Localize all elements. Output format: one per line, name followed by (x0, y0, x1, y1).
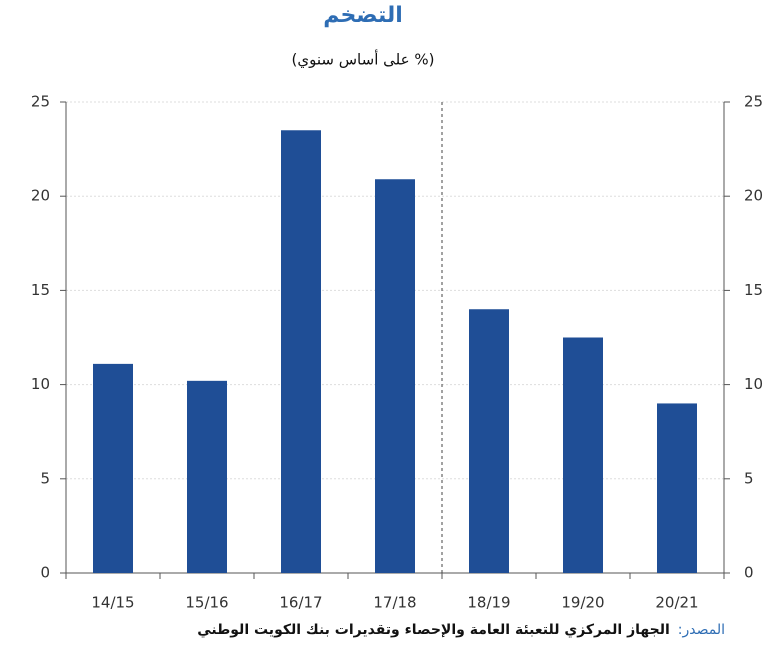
bar (469, 309, 509, 573)
bar (281, 130, 321, 573)
bar (187, 380, 227, 573)
source-text: الجهاز المركزي للتعبئة العامة والإحصاء و… (197, 622, 670, 638)
x-tick-label: 20/21 (655, 594, 698, 612)
y-tick-label: 0 (40, 564, 50, 582)
y2-tick-label: 20 (744, 187, 763, 205)
source-note: المصدر: الجهاز المركزي للتعبئة العامة وال… (197, 622, 725, 638)
x-tick-label: 19/20 (561, 594, 604, 612)
bar (563, 337, 603, 573)
y2-tick-label: 15 (744, 281, 763, 299)
y-tick-label: 15 (31, 281, 50, 299)
y2-tick-label: 25 (744, 93, 763, 111)
source-label: المصدر: (677, 622, 725, 638)
chart: التضخم (% على أساس سنوي) 0 5 10 15 20 25 0 5 10 1… (31, 3, 763, 612)
bar (375, 179, 415, 573)
bar (657, 403, 697, 573)
x-tick-label: 17/18 (373, 594, 416, 612)
y2-tick-label: 10 (744, 375, 763, 393)
x-tick-label: 18/19 (467, 594, 510, 612)
chart-title: التضخم (323, 3, 403, 28)
y-tick-label: 10 (31, 375, 50, 393)
x-tick-label: 16/17 (279, 594, 322, 612)
y-tick-label: 20 (31, 187, 50, 205)
y-tick-label: 25 (31, 93, 50, 111)
x-tick-label: 14/15 (91, 594, 134, 612)
y2-tick-label: 5 (744, 469, 754, 487)
x-tick-label: 15/16 (185, 594, 228, 612)
bar (93, 363, 133, 573)
y2-tick-label: 0 (744, 564, 754, 582)
chart-subtitle: (% على أساس سنوي) (292, 50, 435, 70)
y-tick-label: 5 (40, 469, 50, 487)
